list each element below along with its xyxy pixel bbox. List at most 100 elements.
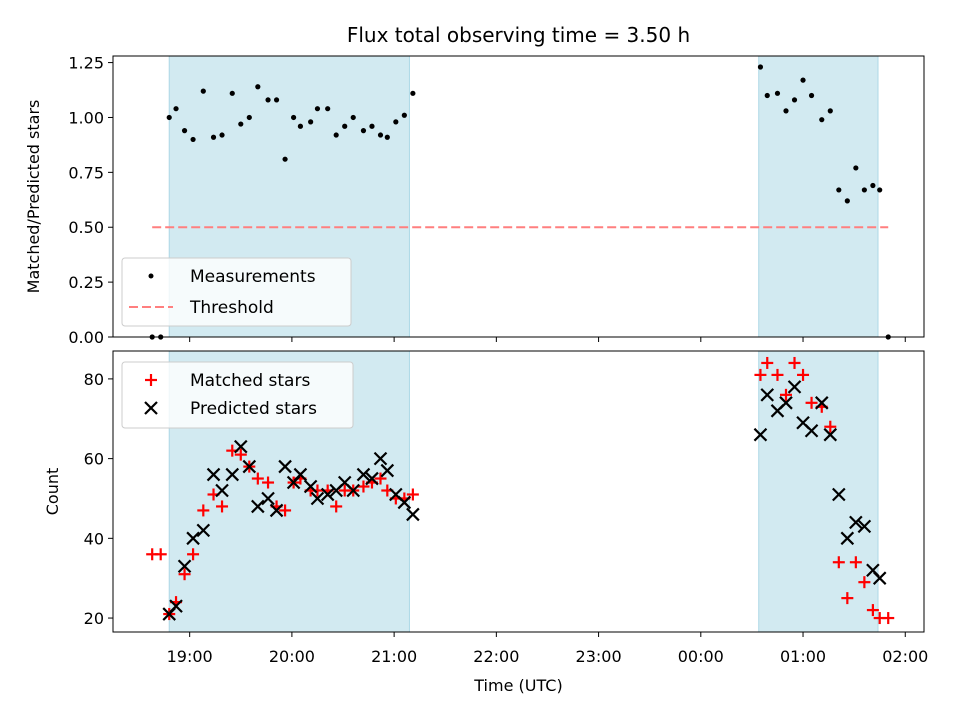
top-x-ticks: [189, 337, 906, 342]
matched-star-point: [357, 480, 370, 493]
measurement-point: [836, 187, 842, 193]
measurement-point: [774, 90, 781, 96]
predicted-star-point: [406, 507, 420, 522]
measurement-point: [861, 187, 867, 193]
predicted-star-point: [823, 427, 838, 442]
measurement-point: [282, 156, 288, 162]
y-tick-label: 1.25: [68, 54, 104, 73]
measurement-point: [783, 108, 789, 114]
predicted-star-point: [303, 479, 318, 494]
measurement-point: [808, 92, 815, 99]
shaded-interval: [758, 350, 879, 633]
predicted-star-point: [840, 531, 855, 546]
legend-predicted-marker: [144, 401, 158, 415]
predicted-star-point: [196, 523, 211, 538]
measurement-point: [308, 119, 314, 125]
measurement-point: [819, 117, 825, 123]
measurement-point: [764, 92, 770, 99]
predicted-star-point: [177, 559, 192, 574]
matched-star-point: [788, 356, 801, 369]
y-tick-label: 0.75: [68, 163, 104, 182]
matched-star-point: [374, 472, 387, 485]
matched-star-point: [279, 504, 292, 517]
predicted-star-point: [380, 463, 395, 478]
bottom-y-axis-label: Count: [43, 468, 62, 516]
y-tick-label: 1.00: [68, 108, 104, 127]
bottom-legend: Matched stars Predicted stars: [121, 361, 354, 429]
measurement-point: [844, 198, 850, 204]
measurement-point: [342, 123, 348, 129]
measurement-point: [200, 88, 206, 94]
measurement-point: [827, 108, 833, 114]
measurement-point: [800, 77, 806, 83]
predicted-star-point: [215, 483, 229, 498]
predicted-star-point: [373, 451, 388, 466]
matched-star-point: [330, 500, 343, 513]
bottom-axes-frame: [112, 350, 925, 633]
measurement-point: [314, 106, 321, 112]
measurement-point: [325, 106, 331, 112]
matched-star-point: [771, 368, 784, 381]
matched-star-point: [178, 568, 191, 581]
predicted-star-point: [397, 495, 412, 510]
predicted-star-point: [261, 491, 275, 506]
matched-star-point: [797, 368, 810, 381]
legend-matched-label: Matched stars: [190, 371, 310, 391]
predicted-star-point: [804, 423, 819, 438]
matched-star-point: [805, 396, 818, 409]
top-axes-frame: [112, 55, 925, 338]
y-tick-label: 60: [84, 450, 104, 469]
matched-star-point: [251, 472, 264, 485]
measurement-point: [877, 187, 883, 193]
predicted-star-point: [225, 467, 240, 482]
predicted-star-point: [320, 487, 335, 502]
predicted-star-point: [832, 487, 846, 502]
measurement-point: [181, 128, 188, 134]
bottom-y-ticks: 20 40 60 80: [84, 370, 113, 628]
predicted-star-point: [356, 467, 371, 482]
matched-star-point: [858, 576, 871, 589]
measurement-point: [297, 123, 304, 129]
matched-star-point: [866, 604, 879, 617]
y-tick-label: 20: [84, 609, 104, 628]
matched-star-point: [406, 488, 419, 501]
predicted-star-point: [857, 519, 872, 534]
measurement-point: [166, 114, 172, 121]
x-tick-label: 21:00: [371, 647, 417, 666]
matched-star-point: [761, 356, 774, 369]
measurement-point: [401, 112, 407, 118]
matched-star-point: [841, 592, 854, 605]
top-legend-box: [121, 257, 352, 327]
legend-predicted-label: Predicted stars: [190, 399, 317, 419]
predicted-star-point: [278, 459, 292, 474]
measurement-point: [870, 182, 876, 189]
measurement-point: [791, 97, 798, 103]
predicted-star-point: [206, 467, 221, 482]
measurement-point: [273, 97, 280, 103]
predicted-star-point: [787, 380, 802, 394]
measurement-point: [384, 134, 390, 140]
legend-measurements-marker: [148, 273, 154, 279]
measurement-point: [173, 106, 179, 112]
predicted-star-point: [242, 459, 257, 474]
top-legend: Measurements Threshold: [121, 257, 352, 327]
x-tick-label: 02:00: [882, 647, 928, 666]
predicted-star-point: [293, 467, 308, 482]
matched-star-point: [234, 448, 247, 461]
measurement-point: [291, 114, 297, 121]
predicted-star-point: [814, 396, 829, 410]
y-tick-label: 0.50: [68, 218, 104, 237]
shaded-interval: [758, 55, 879, 338]
predicted-star-point: [346, 483, 361, 498]
measurement-point: [190, 136, 196, 143]
matched-star-point: [154, 548, 167, 561]
measurement-point: [360, 128, 367, 134]
measurement-point: [333, 132, 339, 138]
predicted-star-point: [849, 515, 863, 530]
measurement-point: [246, 114, 252, 121]
measurement-point: [377, 132, 384, 138]
matched-star-point: [197, 504, 210, 517]
x-tick-label: 23:00: [576, 647, 622, 666]
measurement-point: [219, 132, 225, 138]
x-tick-label: 22:00: [473, 647, 519, 666]
